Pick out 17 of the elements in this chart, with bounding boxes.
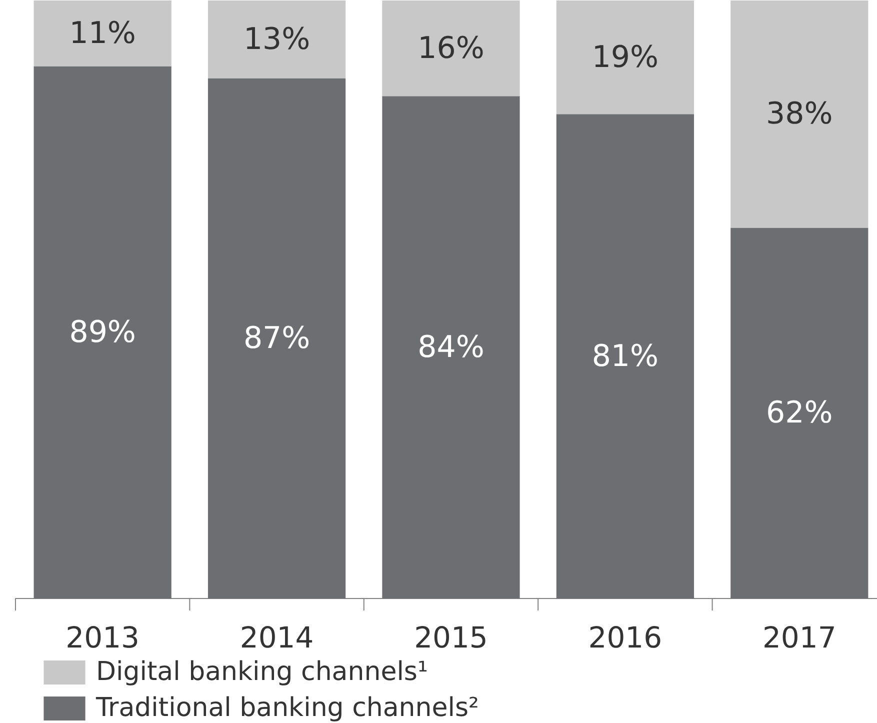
x-tick-label: 2014 <box>240 620 314 654</box>
data-label: 19% <box>592 40 659 75</box>
data-label: 87% <box>243 320 310 356</box>
x-tick-label: 2017 <box>762 620 836 654</box>
x-tick-label: 2015 <box>414 620 488 654</box>
legend-label: Digital banking channels¹ <box>96 657 428 687</box>
data-label: 16% <box>418 30 484 66</box>
data-label: 13% <box>243 22 310 57</box>
x-tick-label: 2013 <box>66 620 140 654</box>
data-label: 84% <box>418 330 484 365</box>
data-label: 11% <box>69 16 136 51</box>
data-label: 62% <box>766 396 833 431</box>
data-label: 81% <box>592 338 659 374</box>
data-label: 89% <box>69 314 136 350</box>
x-tick-label: 2016 <box>588 620 662 654</box>
legend-label: Traditional banking channels² <box>96 693 479 723</box>
data-label: 38% <box>766 96 833 132</box>
